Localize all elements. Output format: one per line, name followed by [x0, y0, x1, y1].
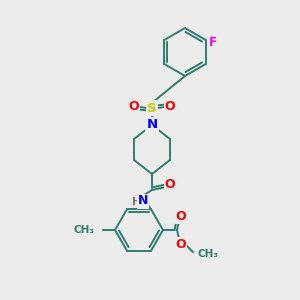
Text: N: N — [146, 118, 158, 131]
Text: O: O — [176, 238, 186, 250]
Text: S: S — [147, 101, 157, 115]
Text: O: O — [129, 100, 139, 113]
Text: N: N — [138, 194, 148, 208]
Text: O: O — [165, 178, 175, 191]
Text: O: O — [176, 209, 186, 223]
Text: F: F — [209, 37, 217, 50]
Text: CH₃: CH₃ — [74, 225, 95, 235]
Text: CH₃: CH₃ — [197, 249, 218, 259]
Text: H: H — [132, 197, 140, 207]
Text: O: O — [165, 100, 175, 113]
